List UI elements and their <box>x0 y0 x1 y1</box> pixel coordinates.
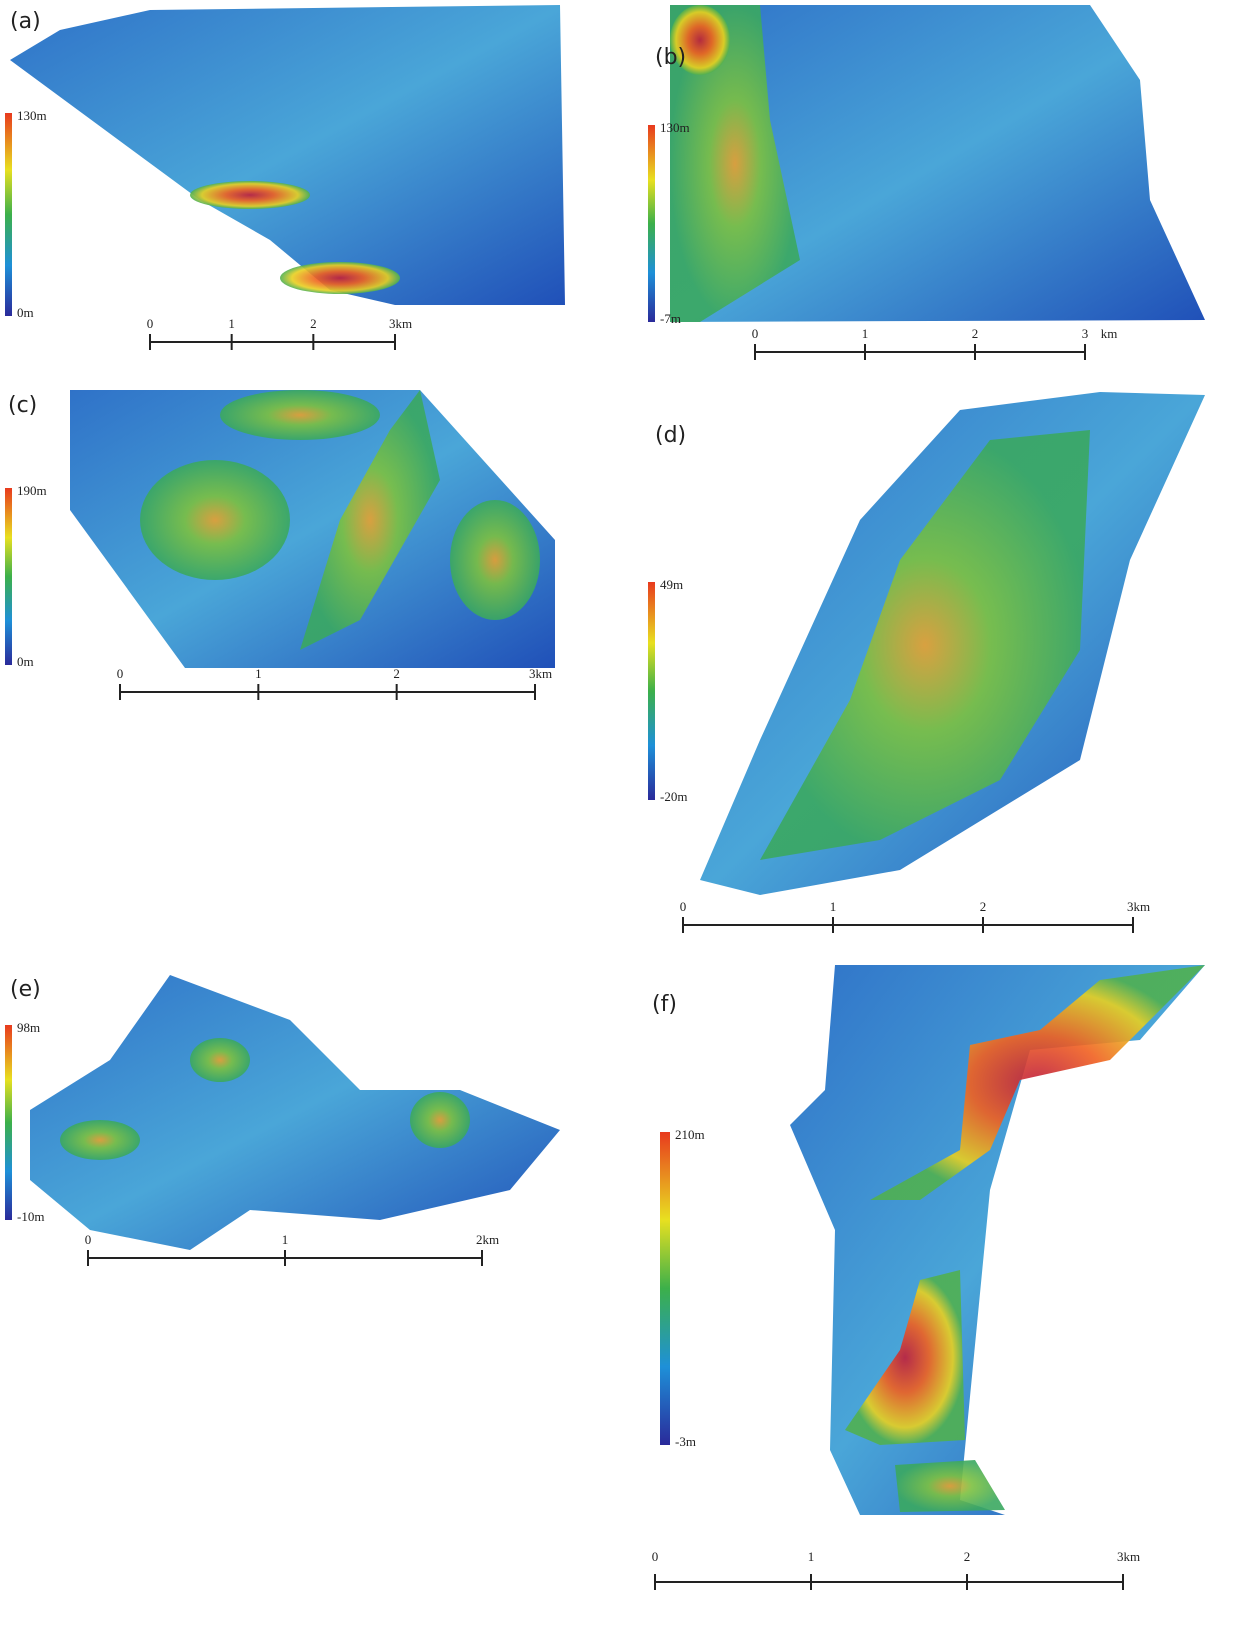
map-panel <box>30 975 560 1250</box>
colorbar <box>648 125 655 322</box>
colorbar-min: 0m <box>17 305 34 320</box>
colorbar <box>648 582 655 800</box>
map-panel <box>10 5 565 305</box>
scale-label: 2 <box>980 899 987 914</box>
colorbar-min: -7m <box>660 311 681 326</box>
map-panel <box>70 390 555 668</box>
terrain <box>140 460 290 580</box>
scale-label: 3km <box>389 316 412 331</box>
scale-label: 1 <box>808 1549 815 1564</box>
scale-label: 0 <box>85 1232 92 1247</box>
map-area <box>30 975 560 1250</box>
scale-label: 3km <box>529 666 552 681</box>
figure: (a)130m0m0123km(b)130m-7m0123km(c)190m0m… <box>0 0 1260 1644</box>
scale-label: 3 <box>1082 326 1089 341</box>
colorbar-min: -20m <box>660 789 687 804</box>
colorbar-min: -3m <box>675 1434 696 1449</box>
map-panel <box>700 392 1205 895</box>
scale-label: 1 <box>228 316 235 331</box>
colorbar-max: 49m <box>660 577 683 592</box>
terrain <box>190 181 310 209</box>
scale-label: 2 <box>310 316 317 331</box>
scale-label: 0 <box>680 899 687 914</box>
scale-label: 3km <box>1127 899 1150 914</box>
scale-label: 1 <box>830 899 837 914</box>
scale-label: 2 <box>393 666 400 681</box>
terrain <box>410 1092 470 1148</box>
scale-label: 3km <box>1117 1549 1140 1564</box>
panel-label: (e) <box>10 977 41 1002</box>
scale-bar: 0 1 2 3km <box>147 316 412 350</box>
terrain <box>220 390 380 440</box>
panel-label: (a) <box>10 9 41 34</box>
scale-bar: 0 1 2 3km <box>652 1549 1140 1590</box>
scale-label: 0 <box>752 326 759 341</box>
panel-label: (b) <box>655 45 686 70</box>
panel-label: (c) <box>8 393 37 418</box>
scale-label: 0 <box>652 1549 659 1564</box>
colorbar-max: 130m <box>660 120 690 135</box>
scale-label: 2 <box>972 326 979 341</box>
scale-label: 0 <box>117 666 124 681</box>
scale-label: 0 <box>147 316 154 331</box>
scale-bar: 0 1 2 3 km <box>752 326 1118 360</box>
terrain <box>60 1120 140 1160</box>
colorbar-max: 190m <box>17 483 47 498</box>
colorbar-max: 98m <box>17 1020 40 1035</box>
terrain <box>280 262 400 294</box>
terrain <box>895 1460 1005 1512</box>
scale-bar: 0 1 2 3km <box>117 666 552 700</box>
scale-label: 1 <box>862 326 869 341</box>
scale-label: 1 <box>255 666 262 681</box>
map-panel <box>670 5 1205 322</box>
scale-bar: 0 1 2 3km <box>680 899 1150 933</box>
map-area <box>10 5 565 305</box>
scale-label: 1 <box>282 1232 289 1247</box>
colorbar <box>660 1132 670 1445</box>
colorbar-min: -10m <box>17 1209 44 1224</box>
page: {"panels": [ {"label": "(a)", "colorbar"… <box>0 0 1260 1644</box>
colorbar <box>5 113 12 316</box>
scale-label: km <box>1101 326 1118 341</box>
terrain <box>190 1038 250 1082</box>
map-panel <box>790 965 1205 1515</box>
panel-label: (d) <box>655 423 686 448</box>
panel-label: (f) <box>652 992 677 1017</box>
colorbar <box>5 488 12 665</box>
colorbar <box>5 1025 12 1220</box>
scale-label: 2 <box>964 1549 971 1564</box>
colorbar-max: 210m <box>675 1127 705 1142</box>
terrain <box>450 500 540 620</box>
colorbar-max: 130m <box>17 108 47 123</box>
scale-label: 2km <box>476 1232 499 1247</box>
colorbar-min: 0m <box>17 654 34 669</box>
